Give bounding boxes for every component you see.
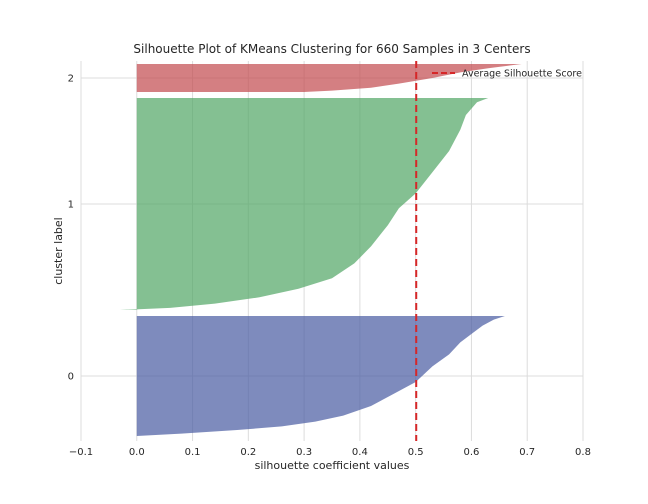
chart-title: Silhouette Plot of KMeans Clustering for… bbox=[133, 42, 530, 56]
x-tick-label: 0.4 bbox=[352, 447, 368, 458]
y-tick-label: 1 bbox=[68, 200, 74, 211]
x-tick-label: 0.0 bbox=[129, 447, 145, 458]
y-tick-label: 2 bbox=[68, 74, 74, 85]
x-tick-label: −0.1 bbox=[69, 447, 93, 458]
x-tick-label: 0.7 bbox=[519, 447, 535, 458]
y-axis-label: cluster label bbox=[52, 217, 65, 285]
x-axis-label: silhouette coefficient values bbox=[255, 459, 410, 472]
cluster-area-0 bbox=[136, 316, 505, 436]
y-tick-label: 0 bbox=[68, 372, 74, 383]
x-tick-label: 0.8 bbox=[575, 447, 591, 458]
x-tick-label: 0.2 bbox=[240, 447, 256, 458]
y-tick-labels: 0 1 2 bbox=[68, 74, 74, 383]
legend: Average Silhouette Score bbox=[432, 69, 582, 80]
x-tick-label: 0.3 bbox=[296, 447, 312, 458]
legend-label-average: Average Silhouette Score bbox=[462, 69, 582, 80]
cluster-area-1 bbox=[120, 98, 489, 310]
cluster-area-2 bbox=[136, 64, 522, 92]
cluster-areas bbox=[120, 64, 522, 436]
x-tick-label: 0.1 bbox=[185, 447, 201, 458]
x-tick-label: 0.6 bbox=[463, 447, 479, 458]
x-tick-labels: −0.1 0.0 0.1 0.2 0.3 0.4 0.5 0.6 0.7 0.8 bbox=[69, 447, 591, 458]
x-tick-label: 0.5 bbox=[408, 447, 424, 458]
